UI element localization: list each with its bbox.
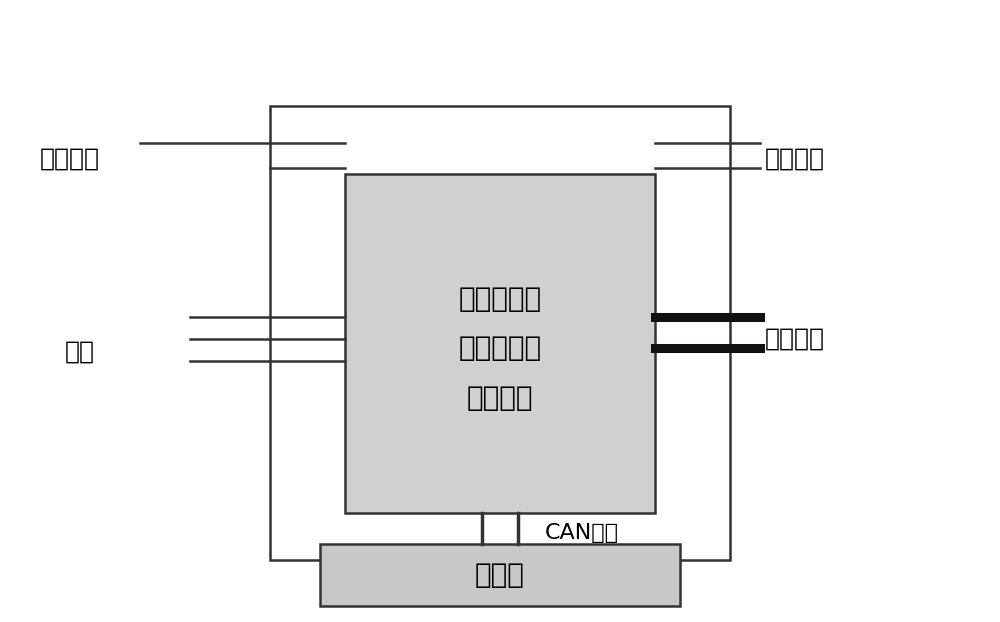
Bar bbox=[345, 174, 655, 513]
Text: 动力电池: 动力电池 bbox=[765, 147, 825, 170]
Text: 电机: 电机 bbox=[65, 340, 95, 363]
Text: 车载充电机: 车载充电机 bbox=[458, 284, 542, 313]
Text: 控制器: 控制器 bbox=[475, 561, 525, 590]
Bar bbox=[320, 544, 680, 606]
Text: 电机控制器: 电机控制器 bbox=[458, 334, 542, 363]
Text: CAN通信: CAN通信 bbox=[545, 523, 619, 543]
Bar bbox=[270, 106, 730, 560]
Text: 充电插头: 充电插头 bbox=[40, 147, 100, 170]
Text: 冷却管路: 冷却管路 bbox=[765, 327, 825, 351]
Text: 集成模块: 集成模块 bbox=[467, 384, 533, 412]
